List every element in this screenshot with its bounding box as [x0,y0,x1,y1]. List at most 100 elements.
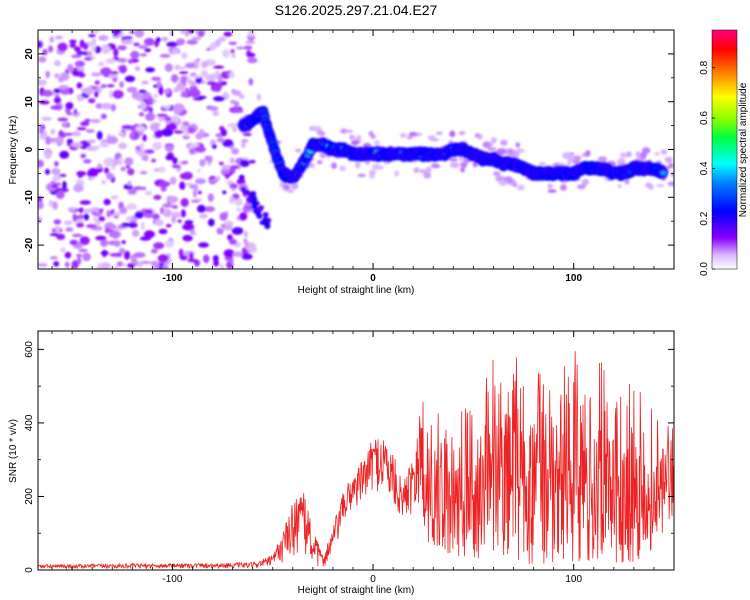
halo-speck [356,135,362,140]
noise-speck [147,97,154,106]
snr-x-axis-label: Height of straight line (km) [298,585,415,596]
noise-speck [207,218,215,227]
noise-speck [103,157,115,167]
noise-speck [50,129,56,135]
noise-speck [182,234,193,242]
noise-speck [157,166,166,173]
noise-speck [74,46,81,52]
noise-speck [138,89,147,94]
halo-speck [346,129,353,134]
noise-speck [67,63,74,73]
noise-speck [38,126,44,135]
noise-speck [244,40,256,44]
noise-speck [101,180,106,185]
noise-speck [73,184,84,193]
noise-speck [236,178,246,185]
noise-speck [113,265,119,269]
halo-speck [641,147,651,154]
noise-speck [227,123,239,128]
noise-speck [100,67,112,76]
halo-speck [354,161,361,169]
halo-speck [427,135,436,141]
noise-speck [222,139,234,148]
halo-speck [617,184,622,189]
signal-speck [246,197,252,203]
noise-speck [117,57,128,63]
colorbar-ticks: 0.0 0.2 0.4 0.6 0.8 [699,60,715,276]
noise-speck [48,45,54,53]
noise-speck [121,39,134,45]
noise-speck [109,71,119,75]
halo-speck [500,139,508,146]
halo-speck [309,126,316,131]
noise-speck [71,233,83,238]
noise-speck [118,131,125,137]
noise-speck [163,88,171,95]
noise-speck [83,51,89,56]
halo-speck [370,134,376,139]
noise-speck [65,102,74,110]
halo-speck [349,134,355,140]
noise-speck [64,132,74,136]
noise-speck [247,52,256,58]
noise-speck [90,30,100,35]
noise-speck [132,186,144,190]
noise-speck [247,30,255,38]
colorbar-tick-label: 0.0 [699,262,710,276]
noise-speck [84,118,91,122]
halo-speck [515,148,525,153]
halo-speck [487,142,493,147]
noise-speck [59,72,70,81]
noise-speck [121,36,133,40]
noise-speck [241,253,253,260]
noise-speck [179,71,189,75]
noise-speck [98,35,109,41]
noise-speck [184,220,194,225]
noise-speck [88,98,96,104]
noise-speck [232,165,240,169]
noise-speck [171,204,178,209]
halo-speck [547,189,557,193]
noise-speck [149,122,160,132]
noise-speck [235,46,246,50]
noise-speck [231,53,236,59]
noise-speck [139,101,147,110]
halo-speck [577,184,586,190]
noise-speck [126,203,137,210]
noise-speck [101,103,112,110]
noise-speck [78,248,88,253]
noise-speck [88,167,99,177]
noise-speck [181,160,189,165]
noise-speck [74,60,85,68]
noise-speck [201,61,208,69]
noise-speck [49,36,54,43]
noise-speck [229,183,238,190]
noise-speck [199,159,206,167]
halo-speck [340,128,348,134]
noise-speck [234,198,244,206]
noise-speck [145,112,155,122]
noise-speck [199,213,208,219]
noise-speck [231,148,240,155]
noise-speck [154,129,163,139]
noise-speck [192,190,197,198]
noise-speck [80,153,87,159]
halo-speck [291,182,299,190]
noise-speck [83,213,90,221]
spectrogram-x-ticks: -100 0 100 [51,30,675,284]
noise-speck [100,141,110,147]
noise-speck [195,133,203,140]
noise-speck [121,263,127,267]
noise-speck [124,75,136,83]
noise-speck [239,212,248,221]
noise-speck [49,256,58,260]
noise-speck [94,220,101,226]
spectrogram-x-axis-label: Height of straight line (km) [298,285,415,296]
noise-speck [155,37,161,43]
noise-speck [138,44,148,50]
noise-speck [87,176,95,181]
noise-speck [176,38,186,46]
halo-speck [581,178,589,186]
noise-speck [95,103,103,109]
noise-speck [125,165,130,169]
